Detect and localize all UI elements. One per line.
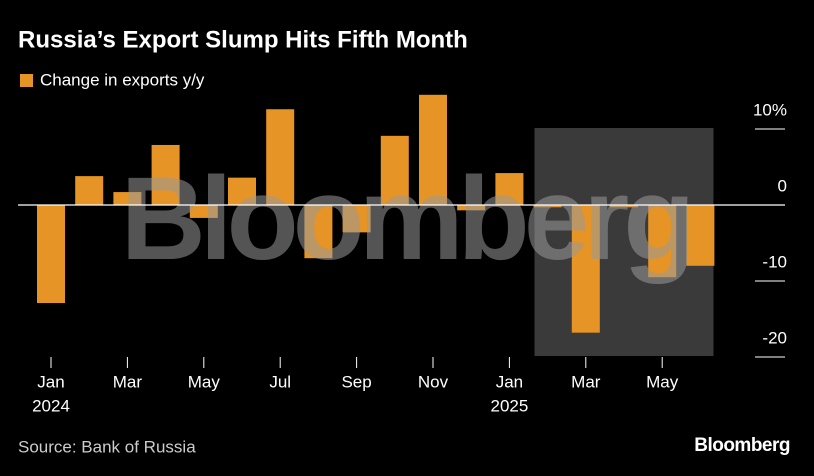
bar: [75, 176, 104, 205]
watermark: Bloomberg: [121, 153, 690, 285]
bar: [151, 144, 180, 205]
x-tick-label: Sep: [341, 372, 371, 391]
bar: [37, 205, 65, 304]
bar: [266, 109, 295, 205]
x-tick-label: Jan: [496, 372, 523, 391]
bar: [304, 205, 333, 259]
y-tick-label: -20: [762, 328, 787, 347]
bar: [228, 177, 256, 205]
bar: [189, 205, 218, 218]
bar: [457, 205, 486, 211]
x-tick-label: Jul: [269, 372, 291, 391]
y-tick-label: 10%: [753, 100, 787, 119]
x-tick-label: Nov: [418, 372, 449, 391]
x-tick-label: Jan: [37, 372, 64, 391]
bar: [342, 205, 371, 233]
x-tick-label: May: [188, 372, 221, 391]
y-tick-label: 0: [778, 176, 787, 195]
bar: [610, 205, 638, 208]
logo: Bloomberg: [694, 435, 790, 456]
bar: [419, 94, 447, 205]
highlight-region: [534, 128, 714, 356]
x-tick-label: May: [646, 372, 679, 391]
x-year-label: 2025: [490, 396, 528, 415]
source: Source: Bank of Russia: [18, 437, 196, 456]
x-year-label: 2024: [32, 396, 70, 415]
bar: [571, 205, 600, 333]
chart-title: Russia’s Export Slump Hits Fifth Month: [18, 26, 468, 53]
bar: [113, 192, 142, 205]
bar: [648, 205, 677, 278]
x-tick-label: Mar: [113, 372, 143, 391]
bar: [495, 173, 524, 205]
y-tick-label: -10: [762, 252, 787, 271]
legend-swatch: [20, 74, 33, 87]
bar: [686, 205, 715, 266]
legend-label: Change in exports y/y: [40, 70, 205, 89]
bar: [533, 205, 562, 208]
bar: [380, 135, 409, 205]
x-tick-label: Mar: [571, 372, 601, 391]
